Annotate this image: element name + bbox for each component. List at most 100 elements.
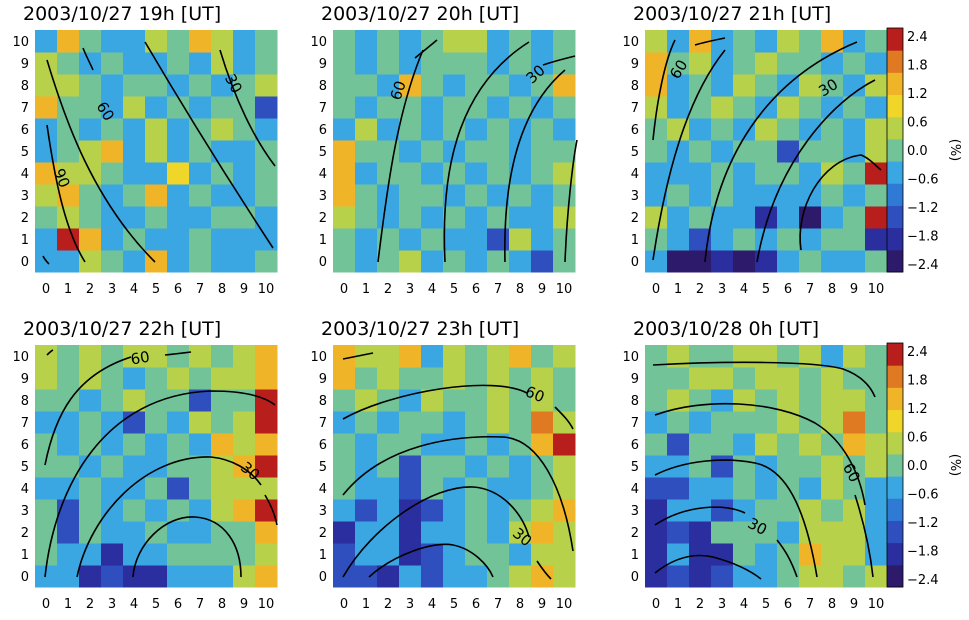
heatmap-cell — [487, 433, 510, 456]
heatmap-cell — [333, 250, 356, 273]
heatmap-cell — [167, 543, 190, 566]
x-tick-label: 7 — [494, 597, 502, 612]
heatmap-cell — [531, 52, 554, 75]
x-tick-label: 0 — [42, 597, 50, 612]
heatmap-cell — [645, 118, 668, 141]
heatmap-cell — [233, 162, 256, 185]
heatmap-cell — [777, 30, 800, 53]
heatmap-cell — [101, 367, 124, 390]
heatmap-cell — [443, 52, 466, 75]
heatmap-cell — [733, 433, 756, 456]
heatmap-cell — [799, 345, 822, 368]
contour-line — [42, 255, 50, 265]
y-tick-label: 0 — [319, 255, 327, 270]
heatmap-cell — [355, 433, 378, 456]
x-tick-label: 8 — [516, 597, 524, 612]
heatmap-cell — [843, 499, 866, 522]
heatmap-cell — [553, 543, 576, 566]
y-tick-label: 7 — [319, 101, 327, 116]
heatmap-cell — [443, 96, 466, 119]
contour-line — [377, 49, 424, 263]
heatmap-cell — [421, 74, 444, 97]
heatmap-cell — [211, 433, 234, 456]
heatmap-cell — [399, 455, 422, 478]
heatmap-cell — [145, 389, 168, 412]
heatmap-cell — [189, 30, 212, 53]
contour-line — [652, 39, 676, 141]
heatmap-cell — [421, 455, 444, 478]
heatmap-cell — [711, 74, 734, 97]
heatmap-cell — [865, 250, 888, 273]
heatmap-cell — [377, 250, 400, 273]
contour-label: 60 — [387, 79, 410, 103]
heatmap-cell — [211, 499, 234, 522]
heatmap-cell — [35, 206, 58, 229]
heatmap-cell — [377, 118, 400, 141]
y-tick-label: 0 — [21, 255, 29, 270]
heatmap-cell — [79, 184, 102, 207]
heatmap-cell — [57, 162, 80, 185]
heatmap-cell — [399, 367, 422, 390]
heatmap-cell — [777, 118, 800, 141]
x-tick-label: 8 — [218, 597, 226, 612]
heatmap-cell — [465, 389, 488, 412]
heatmap-cell — [865, 499, 888, 522]
heatmap-cell — [667, 433, 690, 456]
heatmap-cell — [799, 389, 822, 412]
heatmap-cell — [843, 345, 866, 368]
heatmap-cell — [509, 74, 532, 97]
contour-line — [564, 139, 578, 263]
heatmap-cell — [377, 499, 400, 522]
contour-line — [554, 406, 574, 430]
heatmap-cell — [421, 565, 444, 588]
heatmap-cell — [689, 250, 712, 273]
contour-line — [536, 560, 552, 580]
heatmap-cell — [333, 389, 356, 412]
y-tick-label: 1 — [21, 548, 29, 563]
heatmap-cell — [211, 206, 234, 229]
x-tick-label: 10 — [556, 597, 573, 612]
y-tick-label: 2 — [631, 211, 639, 226]
contour-line — [694, 37, 726, 46]
contour-line — [144, 41, 274, 249]
heatmap-cell — [255, 367, 278, 390]
heatmap-cell — [843, 184, 866, 207]
heatmap-cell — [843, 140, 866, 163]
y-tick-label: 5 — [319, 460, 327, 475]
contour-line — [776, 539, 798, 578]
heatmap-cell — [421, 228, 444, 251]
y-tick-label: 0 — [319, 570, 327, 585]
heatmap-cell — [443, 30, 466, 53]
heatmap-cell — [167, 96, 190, 119]
heatmap-cell — [799, 499, 822, 522]
heatmap-cell — [689, 52, 712, 75]
heatmap-cell — [843, 118, 866, 141]
heatmap-cell — [799, 455, 822, 478]
heatmap-cell — [443, 74, 466, 97]
heatmap-cell — [733, 30, 756, 53]
heatmap-cell — [865, 74, 888, 97]
heatmap-cell — [465, 52, 488, 75]
heatmap-cell — [211, 250, 234, 273]
x-tick-label: 1 — [674, 597, 682, 612]
heatmap-cell — [123, 477, 146, 500]
heatmap-cell — [145, 74, 168, 97]
heatmap-cell — [145, 52, 168, 75]
x-tick-label: 4 — [428, 282, 436, 297]
heatmap-cell — [689, 206, 712, 229]
contour-line — [164, 351, 192, 356]
heatmap-cell — [645, 96, 668, 119]
heatmap-cell — [667, 477, 690, 500]
heatmap-cell — [553, 367, 576, 390]
heatmap-cell — [711, 521, 734, 544]
heatmap-cell — [421, 433, 444, 456]
colorbar-swatch — [887, 205, 903, 229]
heatmap-cell — [821, 411, 844, 434]
heatmap-cell — [79, 228, 102, 251]
heatmap-cell — [79, 30, 102, 53]
heatmap-cell — [35, 96, 58, 119]
heatmap-cell — [465, 477, 488, 500]
heatmap-cell — [57, 565, 80, 588]
